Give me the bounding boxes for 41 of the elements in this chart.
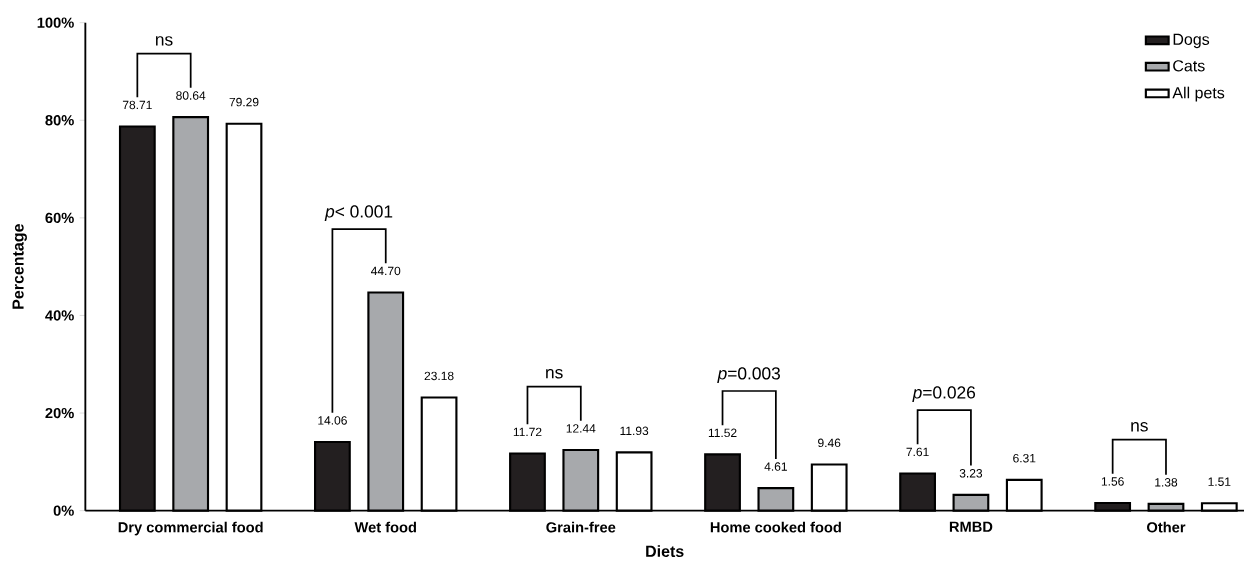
legend-label: All pets [1172,86,1225,102]
data-label: 78.71 [122,100,152,110]
data-label: 3.23 [959,469,983,478]
annotation: ns [156,36,173,46]
y-tick-label: 100% [37,17,74,29]
data-label: 12.44 [566,424,596,433]
annotation: ns [546,369,563,379]
data-label: 1.38 [1155,478,1178,487]
annotation: p< 0.001 [324,205,393,222]
data-label: 6.31 [1013,454,1036,463]
y-tick-label: 20% [45,408,74,419]
y-tick-label: 80% [45,115,74,126]
x-axis-title: Diets [646,545,684,558]
data-label: 14.06 [318,416,347,425]
annotation: ns [1131,422,1148,432]
data-label: 1.56 [1101,477,1124,486]
data-label: 7.61 [906,447,929,457]
data-label: 9.46 [818,438,841,448]
x-tick-label: Other [1147,521,1186,533]
legend-label: Dogs [1173,33,1210,49]
x-tick-label: Home cooked food [710,521,841,533]
data-label: 11.52 [708,428,737,438]
data-label: 11.93 [620,426,649,436]
annotation: p=0.026 [912,386,976,403]
annotation: p=0.003 [717,367,780,384]
data-label: 79.29 [229,98,259,107]
data-label: 4.61 [764,462,787,471]
x-tick-label: Wet food [354,521,416,533]
data-label: 1.51 [1208,477,1231,487]
data-label: 11.72 [513,427,542,437]
data-label: 44.70 [371,266,401,276]
data-label: 80.64 [176,91,206,100]
y-tick-label: 60% [45,212,74,224]
x-tick-label: Grain-free [546,521,616,533]
y-tick-label: 40% [45,310,74,321]
data-label: 23.18 [424,371,454,381]
legend-label: Cats [1173,60,1205,72]
x-tick-label: Dry commercial food [118,521,263,536]
x-tick-label: RMBD [949,521,993,532]
y-tick-label: 0% [53,505,74,517]
y-axis-title: Percentage [12,224,27,309]
